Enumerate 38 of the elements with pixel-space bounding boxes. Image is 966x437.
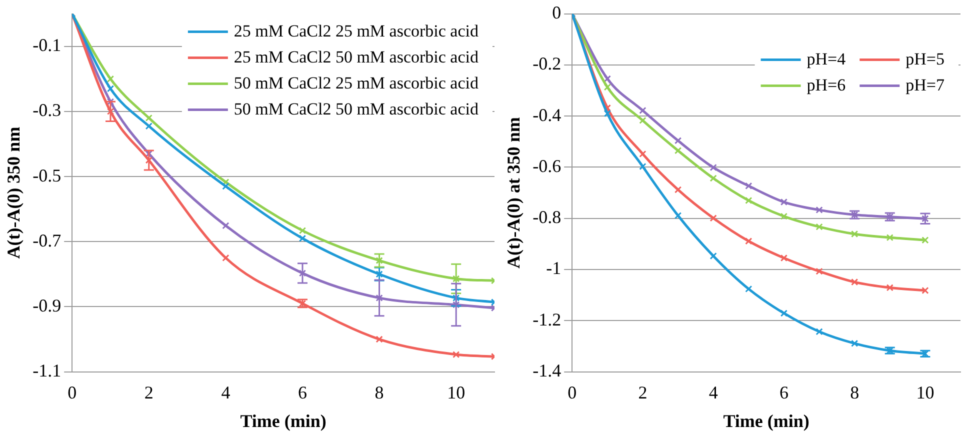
- x-tick-label: 10: [916, 382, 934, 402]
- y-tick-label: -1.2: [532, 309, 562, 330]
- x-tick-label: 6: [779, 382, 788, 402]
- y-tick-label: -0.8: [532, 207, 562, 228]
- legend-label: pH=5: [906, 49, 945, 68]
- x-tick-label: 2: [144, 382, 154, 402]
- x-tick-label: 2: [638, 382, 648, 402]
- legend-label: pH=6: [806, 75, 846, 94]
- y-tick-label: -1: [546, 258, 562, 278]
- x-tick-label: 6: [298, 382, 307, 402]
- y-tick-label: -1.4: [532, 360, 562, 381]
- x-tick-label: 8: [850, 382, 860, 402]
- y-axis-title: A(t)-A(0) 350 nm: [3, 126, 24, 259]
- legend-label: 50 mM CaCl2 50 mM ascorbic acid: [234, 99, 479, 118]
- y-tick-label: -0.9: [32, 295, 62, 316]
- y-tick-label: -0.7: [32, 230, 62, 250]
- y-tick-label: -0.2: [532, 54, 562, 74]
- y-tick-label: -0.3: [32, 100, 62, 120]
- legend-label: pH=7: [906, 75, 945, 94]
- x-tick-label: 4: [708, 382, 718, 402]
- x-tick-label: 0: [568, 382, 577, 402]
- legend-label: pH=4: [806, 49, 846, 68]
- y-tick-label: -0.6: [532, 156, 562, 176]
- x-tick-label: 8: [374, 382, 384, 402]
- y-tick-label: -1.1: [32, 360, 62, 381]
- y-tick-label: -0.4: [532, 104, 562, 125]
- y-tick-label: -0.5: [32, 165, 62, 186]
- legend-label: 25 mM CaCl2 25 mM ascorbic acid: [234, 21, 479, 40]
- x-tick-label: 4: [221, 382, 230, 402]
- x-axis-title: Time (min): [240, 410, 326, 431]
- x-axis-title: Time (min): [723, 410, 810, 431]
- legend-label: 25 mM CaCl2 50 mM ascorbic acid: [234, 47, 479, 66]
- y-tick-label: 0: [552, 2, 562, 23]
- y-tick-label: -0.1: [32, 35, 62, 56]
- y-axis-title: A(t)-A(0) at 350 nm: [503, 117, 524, 269]
- legend-label: 50 mM CaCl2 25 mM ascorbic acid: [234, 73, 479, 92]
- x-tick-label: 10: [447, 382, 466, 402]
- x-tick-label: 0: [68, 382, 77, 402]
